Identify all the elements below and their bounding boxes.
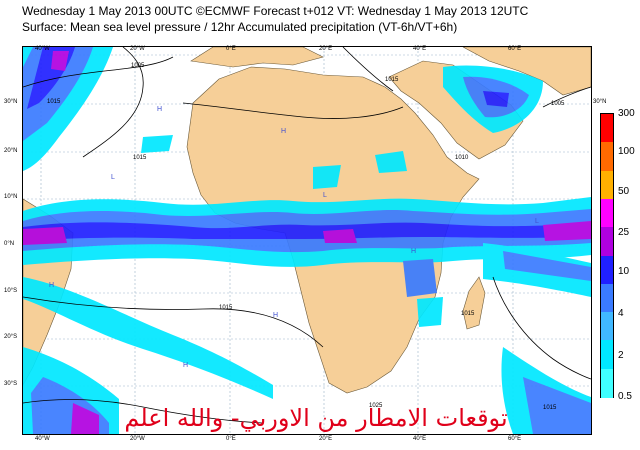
pressure-center: H xyxy=(281,128,286,135)
pressure-center: H xyxy=(49,282,54,289)
isobar-label: 1015 xyxy=(385,77,399,83)
lon-tick-top: 20°W xyxy=(130,46,145,52)
legend-swatch xyxy=(601,340,613,370)
isobar-label: 1015 xyxy=(133,155,147,161)
legend-swatch xyxy=(601,255,613,285)
precip-legend xyxy=(600,113,614,398)
lon-tick-bottom: 40°W xyxy=(35,436,50,442)
lat-tick-left: 10°N xyxy=(4,194,18,200)
legend-tick: 50 xyxy=(618,186,630,197)
pressure-center: H xyxy=(183,362,188,369)
forecast-map[interactable]: 1015 1005 1015 1015 1005 1010 1015 1015 … xyxy=(22,46,592,435)
legend-swatch xyxy=(601,283,613,313)
isobar-label: 1015 xyxy=(461,311,475,317)
pressure-center: L xyxy=(111,174,115,181)
legend-tick: 10 xyxy=(618,266,630,277)
lon-tick-top: 40°W xyxy=(35,46,50,52)
lon-tick-bottom: 60°E xyxy=(508,436,522,442)
legend-swatch xyxy=(601,368,613,398)
isobar-label: 1015 xyxy=(543,405,557,411)
legend-tick: 100 xyxy=(618,146,635,157)
pressure-center: H xyxy=(411,248,416,255)
lon-tick-top: 0°E xyxy=(226,46,236,52)
header-line-2: Surface: Mean sea level pressure / 12hr … xyxy=(22,20,458,34)
pressure-center: L xyxy=(535,218,539,225)
lat-tick-left: 20°N xyxy=(4,148,18,154)
pressure-center: L xyxy=(323,192,327,199)
lon-tick-bottom: 20°E xyxy=(319,436,333,442)
lon-tick-bottom: 0°E xyxy=(226,436,236,442)
isobar-label: 1010 xyxy=(455,155,469,161)
legend-swatch xyxy=(601,142,613,172)
legend-swatch xyxy=(601,170,613,200)
legend-swatch xyxy=(601,114,613,143)
legend-tick: 300 xyxy=(618,108,635,119)
precipitation xyxy=(23,47,591,434)
lon-tick-top: 40°E xyxy=(413,46,427,52)
lon-tick-bottom: 20°W xyxy=(130,436,145,442)
map-canvas: 1015 1005 1015 1015 1005 1010 1015 1015 … xyxy=(23,47,591,434)
legend-tick: 25 xyxy=(618,227,630,238)
legend-tick: 4 xyxy=(618,308,624,319)
lon-tick-top: 20°E xyxy=(319,46,333,52)
legend-swatch xyxy=(601,198,613,228)
lat-tick-left: 30°S xyxy=(4,381,18,387)
lat-tick-left: 20°S xyxy=(4,334,18,340)
arabic-caption: توقعات الامطار من الاوربي- والله اعلم xyxy=(124,404,508,432)
legend-tick: 0.5 xyxy=(618,391,632,402)
isobar-label: 1025 xyxy=(369,403,383,409)
lat-tick-left: 0°N xyxy=(4,241,15,247)
header-line-1: Wednesday 1 May 2013 00UTC ©ECMWF Foreca… xyxy=(22,4,529,18)
legend-swatch xyxy=(601,227,613,257)
isobar-label: 1005 xyxy=(131,63,145,69)
lat-tick-left: 30°N xyxy=(4,99,18,105)
lat-tick-right: 30°N xyxy=(593,99,607,105)
lon-tick-top: 60°E xyxy=(508,46,522,52)
legend-tick: 2 xyxy=(618,350,624,361)
pressure-center: H xyxy=(273,312,278,319)
isobars xyxy=(23,47,591,424)
lat-tick-left: 10°S xyxy=(4,288,18,294)
isobar-label: 1005 xyxy=(551,101,565,107)
isobar-label: 1015 xyxy=(47,99,61,105)
lon-tick-bottom: 40°E xyxy=(413,436,427,442)
isobar-label: 1015 xyxy=(219,305,233,311)
pressure-center: H xyxy=(157,106,162,113)
legend-swatch xyxy=(601,312,613,342)
